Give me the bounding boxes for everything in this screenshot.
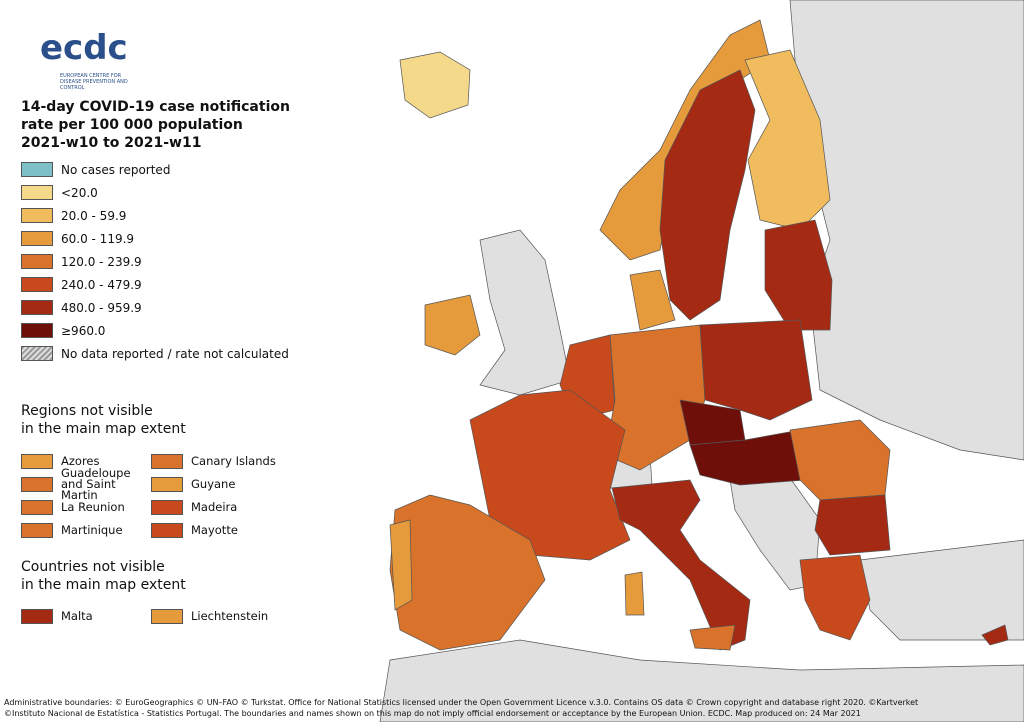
legend-swatch — [21, 523, 53, 538]
legend-item: 240.0 - 479.9 — [21, 273, 289, 296]
legend-item: Canary Islands — [151, 450, 281, 473]
legend-label: Guyane — [191, 477, 236, 491]
heading-line: Countries not visible — [21, 559, 165, 575]
legend-swatch — [21, 162, 53, 177]
legend-label: 60.0 - 119.9 — [61, 231, 135, 246]
title-line: rate per 100 000 population — [21, 117, 243, 133]
legend-item: ≥960.0 — [21, 319, 289, 342]
legend-swatch — [21, 609, 53, 624]
legend-swatch — [151, 500, 183, 515]
legend-label: Canary Islands — [191, 454, 276, 468]
legend-swatch — [21, 500, 53, 515]
legend-item: No data reported / rate not calculated — [21, 342, 289, 365]
legend-swatch — [21, 300, 53, 315]
legend-item: No cases reported — [21, 158, 289, 181]
countries-legend: Malta Liechtenstein — [21, 605, 281, 628]
footer-line: ©Instituto Nacional de Estatística - Sta… — [4, 709, 861, 718]
map-title: 14-day COVID-19 case notification rate pe… — [21, 98, 290, 152]
legend-label: 120.0 - 239.9 — [61, 254, 142, 269]
legend-label: <20.0 — [61, 185, 98, 200]
legend-item: 120.0 - 239.9 — [21, 250, 289, 273]
legend-label: Guadeloupe and Saint Martin — [61, 466, 131, 502]
legend-item: 480.0 - 959.9 — [21, 296, 289, 319]
legend-label: No data reported / rate not calculated — [61, 346, 289, 361]
legend-label: Mayotte — [191, 523, 238, 537]
legend-label: Madeira — [191, 500, 238, 514]
legend-item: Mayotte — [151, 519, 281, 542]
legend-item: Martinique — [21, 519, 151, 542]
legend-label: La Reunion — [61, 500, 125, 514]
legend-item: Madeira — [151, 496, 281, 519]
legend-label: No cases reported — [61, 162, 171, 177]
legend-swatch — [151, 609, 183, 624]
legend: No cases reported <20.0 20.0 - 59.9 60.0 - … — [21, 158, 289, 365]
legend-item: Azores — [21, 450, 151, 473]
heading-line: Regions not visible — [21, 403, 153, 419]
legend-swatch — [21, 323, 53, 338]
legend-item: La Reunion — [21, 496, 151, 519]
legend-swatch — [21, 454, 53, 469]
legend-label: Martinique — [61, 523, 123, 537]
legend-item: 20.0 - 59.9 — [21, 204, 289, 227]
legend-item: Guadeloupe and Saint Martin — [21, 467, 151, 501]
countries-heading: Countries not visible in the main map ext… — [21, 558, 186, 594]
legend-label: ≥960.0 — [61, 323, 106, 338]
heading-line: in the main map extent — [21, 577, 186, 593]
footer-line: Administrative boundaries: © EuroGeograp… — [4, 698, 919, 707]
eu-regions — [389, 19, 1009, 651]
legend-label: 480.0 - 959.9 — [61, 300, 142, 315]
non-eu-land — [379, 0, 1024, 722]
legend-label: 20.0 - 59.9 — [61, 208, 127, 223]
footer: Administrative boundaries: © EuroGeograp… — [4, 697, 918, 719]
legend-item: Guyane — [151, 473, 281, 496]
logo-subtitle: EUROPEAN CENTRE FOR DISEASE PREVENTION A… — [60, 73, 128, 91]
legend-item: <20.0 — [21, 181, 289, 204]
legend-swatch — [21, 185, 53, 200]
legend-label: 240.0 - 479.9 — [61, 277, 142, 292]
regions-legend: Azores Canary Islands Guadeloupe and Saint… — [21, 450, 281, 542]
logo-name: ecdc — [40, 28, 128, 68]
legend-label: Azores — [61, 454, 100, 468]
legend-swatch — [21, 231, 53, 246]
legend-label: Malta — [61, 609, 93, 623]
heading-line: in the main map extent — [21, 421, 186, 437]
legend-swatch — [151, 523, 183, 538]
legend-swatch — [21, 208, 53, 223]
legend-swatch — [151, 454, 183, 469]
title-line: 2021-w10 to 2021-w11 — [21, 135, 202, 151]
legend-swatch — [151, 477, 183, 492]
legend-label: Liechtenstein — [191, 609, 269, 623]
regions-heading: Regions not visible in the main map exten… — [21, 402, 186, 438]
legend-item: 60.0 - 119.9 — [21, 227, 289, 250]
title-line: 14-day COVID-19 case notification — [21, 99, 290, 115]
legend-item: Malta — [21, 605, 151, 628]
legend-swatch — [21, 277, 53, 292]
legend-item: Liechtenstein — [151, 605, 281, 628]
legend-swatch — [21, 477, 53, 492]
legend-swatch — [21, 254, 53, 269]
legend-swatch — [21, 346, 53, 361]
